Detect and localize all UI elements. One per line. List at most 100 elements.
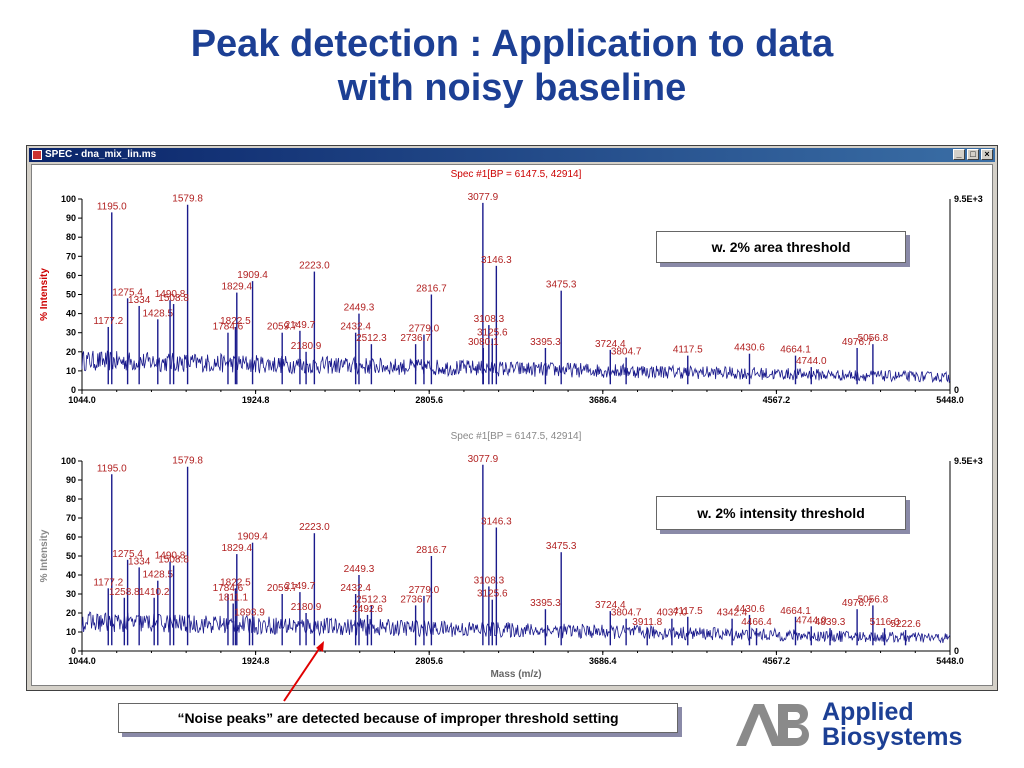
panel1-peak-label: 1784.6 — [213, 322, 244, 333]
panel2-peak-label: 5222.6 — [890, 619, 921, 630]
spectra-svg: Spec #1[BP = 6147.5, 42914] 0 10 20 30 40 50 60… — [39, 169, 983, 680]
panel2-peak-label: 1275.4 — [112, 549, 143, 560]
panel2-peak-label: 4342.4 — [717, 608, 748, 619]
panel1-peak-label: 3724.4 — [595, 339, 626, 350]
panel2-y-tick-label: 0 — [71, 646, 76, 656]
panel2-right-axis-top: 9.5E+3 — [954, 456, 983, 466]
logo-line1: Applied — [822, 698, 914, 726]
panel1-y-tick-label: 40 — [66, 309, 76, 319]
panel2-peak-label: 1410.2 — [139, 587, 170, 598]
panel1-peak-label: 2736.7 — [400, 333, 431, 344]
panel2-y-tick-label: 100 — [61, 456, 76, 466]
panel1-y-tick-label: 90 — [66, 213, 76, 223]
panel1-peak-label: 2779.0 — [409, 324, 440, 335]
panel2-y-tick-label: 20 — [66, 608, 76, 618]
maximize-button[interactable]: □ — [967, 149, 979, 160]
panel1-peak-label: 1428.5 — [142, 308, 173, 319]
slide-title-line2: with noisy baseline — [337, 67, 687, 109]
panel1-peak-label: 4430.6 — [734, 343, 765, 354]
panel1-peak-label: 2449.3 — [344, 303, 375, 314]
minimize-button[interactable]: _ — [953, 149, 965, 160]
panel1-peak-label: 4976.7 — [842, 337, 873, 348]
panel1-peak-label: 4744.0 — [796, 356, 827, 367]
panel2-x-tick-label: 5448.0 — [936, 656, 964, 666]
panel2-peak-label: 2736.7 — [400, 594, 431, 605]
panel2-peak-label: 1490.8 — [155, 551, 186, 562]
panel2-peak-label: 1334 — [128, 556, 151, 567]
panel1-peak-label: 3804.7 — [611, 347, 642, 358]
panel2-peak-label: 3077.9 — [468, 454, 499, 465]
panel1-peak-label: 2432.4 — [340, 322, 371, 333]
logo-line2: Biosystems — [822, 723, 963, 751]
panel2-peak-label: 3395.3 — [530, 598, 561, 609]
panel2-peak-label: 2059.7 — [267, 583, 298, 594]
panel1-x-tick-label: 1044.0 — [68, 395, 96, 405]
panel2-y-tick-label: 40 — [66, 570, 76, 580]
panel1-right-axis-bottom: 0 — [954, 385, 959, 395]
window-titlebar[interactable]: SPEC - dna_mix_lin.ms _ □ × — [29, 148, 995, 162]
panel2-peak-label: 5116.0 — [870, 617, 900, 628]
panel2-x-tick-label: 2805.6 — [415, 656, 443, 666]
panel2-peak-label: 2149.7 — [285, 581, 316, 592]
panel1-peak-label: 3108.3 — [474, 314, 505, 325]
panel1-y-tick-label: 70 — [66, 251, 76, 261]
panel1-peak-label: 4117.5 — [673, 345, 703, 356]
panel1-x-tick-label: 1924.8 — [242, 395, 270, 405]
panel2-peak-label: 1893.9 — [234, 608, 265, 619]
spec-window[interactable]: SPEC - dna_mix_lin.ms _ □ × Spec #1[BP =… — [26, 145, 998, 691]
panel2-peak-label: 5056.8 — [858, 594, 889, 605]
panel2-x-tick-label: 3686.4 — [589, 656, 617, 666]
panel1-peak-label: 1275.4 — [112, 287, 143, 298]
panel2-peak-label: 1177.2 — [93, 577, 123, 588]
panel2-peak-label: 4664.1 — [780, 606, 811, 617]
panel1-title: Spec #1[BP = 6147.5, 42914] — [451, 169, 582, 180]
panel1-peak-label: 2512.3 — [356, 333, 387, 344]
panel2-y-tick-label: 70 — [66, 513, 76, 523]
close-button[interactable]: × — [981, 149, 993, 160]
panel2-peak-label: 4466.4 — [741, 617, 772, 628]
panel2-peak-label: 1829.4 — [222, 543, 253, 554]
panel2-peak-label: 4976.7 — [842, 598, 873, 609]
panel2-title: Spec #1[BP = 6147.5, 42914] — [451, 431, 582, 442]
panel1-y-tick-label: 100 — [61, 194, 76, 204]
panel1-peak-label: 5056.8 — [858, 333, 889, 344]
panel1-peak-label: 3080.1 — [468, 337, 499, 348]
panel2-y-tick-label: 90 — [66, 475, 76, 485]
panel1-peak-label: 1490.8 — [155, 289, 186, 300]
panel1-x-tick-label: 3686.4 — [589, 395, 617, 405]
panel2-peak-label: 3911.8 — [632, 617, 662, 628]
slide-title-line1: Peak detection : Application to data — [190, 23, 834, 65]
panel2-peak-label: 1811.1 — [218, 593, 248, 604]
window-title: SPEC - dna_mix_lin.ms — [45, 149, 157, 160]
panel1-peak-label: 1822.5 — [220, 316, 251, 327]
panel2-peak-label: 2816.7 — [416, 545, 447, 556]
panel1-peak-label: 1829.4 — [222, 282, 253, 293]
panel2-peak-label: 3146.3 — [481, 517, 512, 528]
panel2-y-tick-label: 60 — [66, 532, 76, 542]
panel1-peak-label: 1579.8 — [172, 194, 203, 205]
panel1-x-tick-label: 2805.6 — [415, 395, 443, 405]
panel2-peak-label: 2449.3 — [344, 564, 375, 575]
app-icon — [32, 150, 42, 160]
panel2-peak-label: 2180.9 — [291, 602, 322, 613]
panel1-x-tick-label: 4567.2 — [763, 395, 791, 405]
panel2-peak-label: 4117.5 — [673, 606, 703, 617]
panel2-peak-label: 1822.5 — [220, 577, 251, 588]
panel1-peak-label: 2180.9 — [291, 341, 322, 352]
panel2-y-tick-label: 80 — [66, 494, 76, 504]
panel2-peak-label: 4839.3 — [815, 617, 846, 628]
panel2-y-tick-label: 10 — [66, 627, 76, 637]
panel2-y-tick-label: 30 — [66, 589, 76, 599]
noise-peaks-note: “Noise peaks” are detected because of im… — [118, 703, 678, 733]
panel2-peak-label: 2432.4 — [340, 583, 371, 594]
panel2-peak-label: 3125.6 — [477, 589, 508, 600]
panel1-peak-label: 3077.9 — [468, 192, 499, 203]
panel1-y-tick-label: 50 — [66, 290, 76, 300]
panel1-peak-label: 1508.8 — [158, 293, 189, 304]
panel2-peak-label: 2512.3 — [356, 594, 387, 605]
panel2-x-tick-label: 1044.0 — [68, 656, 96, 666]
panel1-right-axis-top: 9.5E+3 — [954, 194, 983, 204]
panel2-peak-label: 1428.5 — [142, 570, 173, 581]
panel2-peak-label: 1195.0 — [97, 463, 127, 474]
logo-text: Applied Biosystems — [822, 700, 962, 750]
